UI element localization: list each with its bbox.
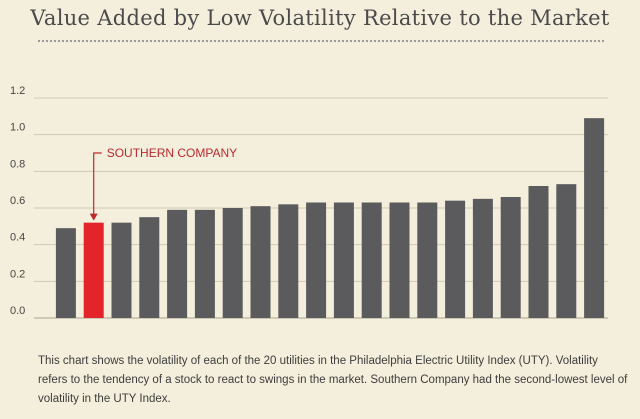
bar	[389, 202, 410, 318]
annotation-label: SOUTHERN COMPANY	[107, 146, 237, 160]
chart-title: Value Added by Low Volatility Relative t…	[30, 6, 610, 30]
bar	[417, 202, 438, 318]
annotation-leader-line	[93, 152, 102, 219]
bar	[500, 197, 521, 318]
bar	[445, 200, 466, 318]
bar	[333, 202, 354, 318]
annotation-arrowhead	[89, 213, 98, 221]
bar	[472, 198, 493, 318]
bar	[139, 217, 160, 318]
bar	[361, 202, 382, 318]
bar	[111, 222, 132, 318]
y-tick-label: 0.0	[10, 305, 25, 317]
dotted-divider	[38, 40, 604, 42]
y-tick-label: 1.2	[10, 85, 25, 97]
bar	[167, 209, 188, 318]
bar	[306, 202, 327, 318]
bar	[55, 228, 76, 318]
chart-caption: This chart shows the volatility of each …	[38, 355, 628, 405]
bar	[584, 118, 605, 319]
bar	[556, 184, 577, 318]
bar-highlighted	[83, 222, 104, 318]
y-tick-label: 0.4	[10, 232, 25, 244]
y-tick-label: 0.2	[10, 268, 25, 280]
bar	[528, 186, 549, 318]
y-tick-label: 1.0	[10, 122, 25, 134]
bar	[194, 209, 215, 318]
y-tick-label: 0.6	[10, 195, 25, 207]
y-tick-label: 0.8	[10, 158, 25, 170]
bar	[222, 208, 243, 318]
bar	[278, 204, 299, 318]
bar	[250, 206, 271, 318]
